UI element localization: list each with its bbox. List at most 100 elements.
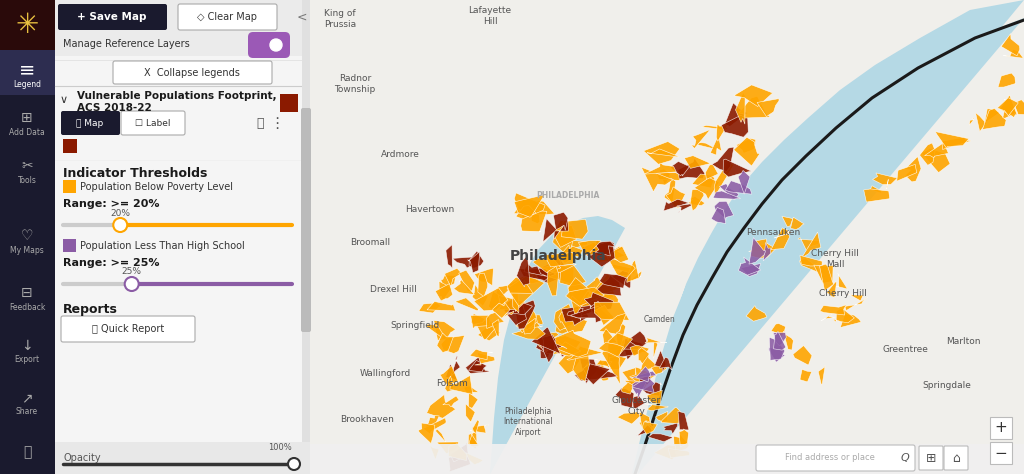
Polygon shape [942,137,971,149]
FancyBboxPatch shape [63,139,77,153]
Polygon shape [735,92,745,124]
Text: ✂: ✂ [22,159,33,173]
Polygon shape [486,312,505,328]
Polygon shape [595,305,614,326]
Text: ♡: ♡ [20,229,33,243]
Circle shape [114,218,127,232]
Polygon shape [523,309,538,330]
Polygon shape [706,164,718,179]
Polygon shape [519,268,550,281]
Polygon shape [445,245,453,268]
Polygon shape [468,393,478,408]
Polygon shape [578,300,594,317]
Polygon shape [429,444,439,460]
Text: Folsom: Folsom [436,380,468,389]
FancyBboxPatch shape [990,417,1012,439]
Text: Springfield: Springfield [390,321,439,330]
Polygon shape [476,319,498,340]
Polygon shape [474,288,508,311]
Polygon shape [763,242,771,261]
Polygon shape [468,360,486,372]
Text: Camden: Camden [643,315,675,323]
Polygon shape [791,217,804,229]
Polygon shape [771,324,785,337]
FancyBboxPatch shape [248,32,290,58]
Polygon shape [723,159,752,177]
Text: +: + [994,420,1008,436]
Polygon shape [444,268,462,287]
Polygon shape [493,319,499,337]
Polygon shape [738,171,750,194]
Text: ⊞: ⊞ [926,452,936,465]
Bar [55,0,310,32]
Polygon shape [437,333,454,353]
Polygon shape [984,109,999,123]
Polygon shape [514,193,545,216]
Polygon shape [599,273,628,288]
Text: ☐ Label: ☐ Label [135,118,171,128]
Polygon shape [565,287,604,306]
Polygon shape [612,246,629,263]
Polygon shape [711,135,722,155]
Polygon shape [1004,49,1023,58]
Polygon shape [740,264,761,277]
Polygon shape [868,186,882,193]
Polygon shape [554,304,577,330]
Polygon shape [468,432,477,449]
Polygon shape [451,444,468,462]
Polygon shape [631,371,656,378]
Polygon shape [674,434,689,452]
Text: <: < [297,10,307,24]
FancyBboxPatch shape [63,239,76,252]
Polygon shape [529,206,540,224]
Polygon shape [541,264,577,273]
FancyBboxPatch shape [919,446,943,470]
Polygon shape [793,346,812,365]
Bar [55,32,310,56]
Polygon shape [800,369,812,382]
Polygon shape [564,246,583,257]
Polygon shape [547,258,568,274]
FancyBboxPatch shape [63,180,76,193]
Polygon shape [644,404,669,411]
Polygon shape [508,271,540,287]
Polygon shape [596,246,626,263]
Polygon shape [554,219,568,239]
Polygon shape [847,294,863,301]
Polygon shape [821,314,836,321]
Polygon shape [622,382,634,394]
Polygon shape [507,277,534,293]
Polygon shape [590,296,606,313]
Text: Share: Share [16,408,38,417]
Text: −: − [994,446,1008,461]
Text: Add Data: Add Data [9,128,45,137]
Text: My Maps: My Maps [10,246,44,255]
Polygon shape [654,350,666,373]
Polygon shape [522,315,543,325]
Polygon shape [818,365,825,385]
Polygon shape [713,191,740,199]
Bar [302,0,310,474]
Polygon shape [454,280,474,294]
Polygon shape [872,173,898,184]
Bar [0,0,55,50]
Text: ACS 2018-22: ACS 2018-22 [77,103,152,113]
Text: Springdale: Springdale [923,382,972,391]
Polygon shape [802,232,821,258]
Polygon shape [773,333,786,346]
Polygon shape [749,244,773,252]
Text: 20%: 20% [111,209,130,218]
Polygon shape [539,332,559,344]
Polygon shape [442,396,459,407]
Polygon shape [455,298,480,311]
Polygon shape [427,394,456,418]
Polygon shape [444,376,455,392]
FancyBboxPatch shape [113,61,272,84]
Polygon shape [594,302,630,320]
Text: X  Collapse legends: X Collapse legends [144,68,240,78]
Polygon shape [665,178,676,203]
Polygon shape [609,356,627,369]
Polygon shape [633,395,645,409]
Text: ∨: ∨ [60,95,68,105]
Polygon shape [580,359,601,383]
